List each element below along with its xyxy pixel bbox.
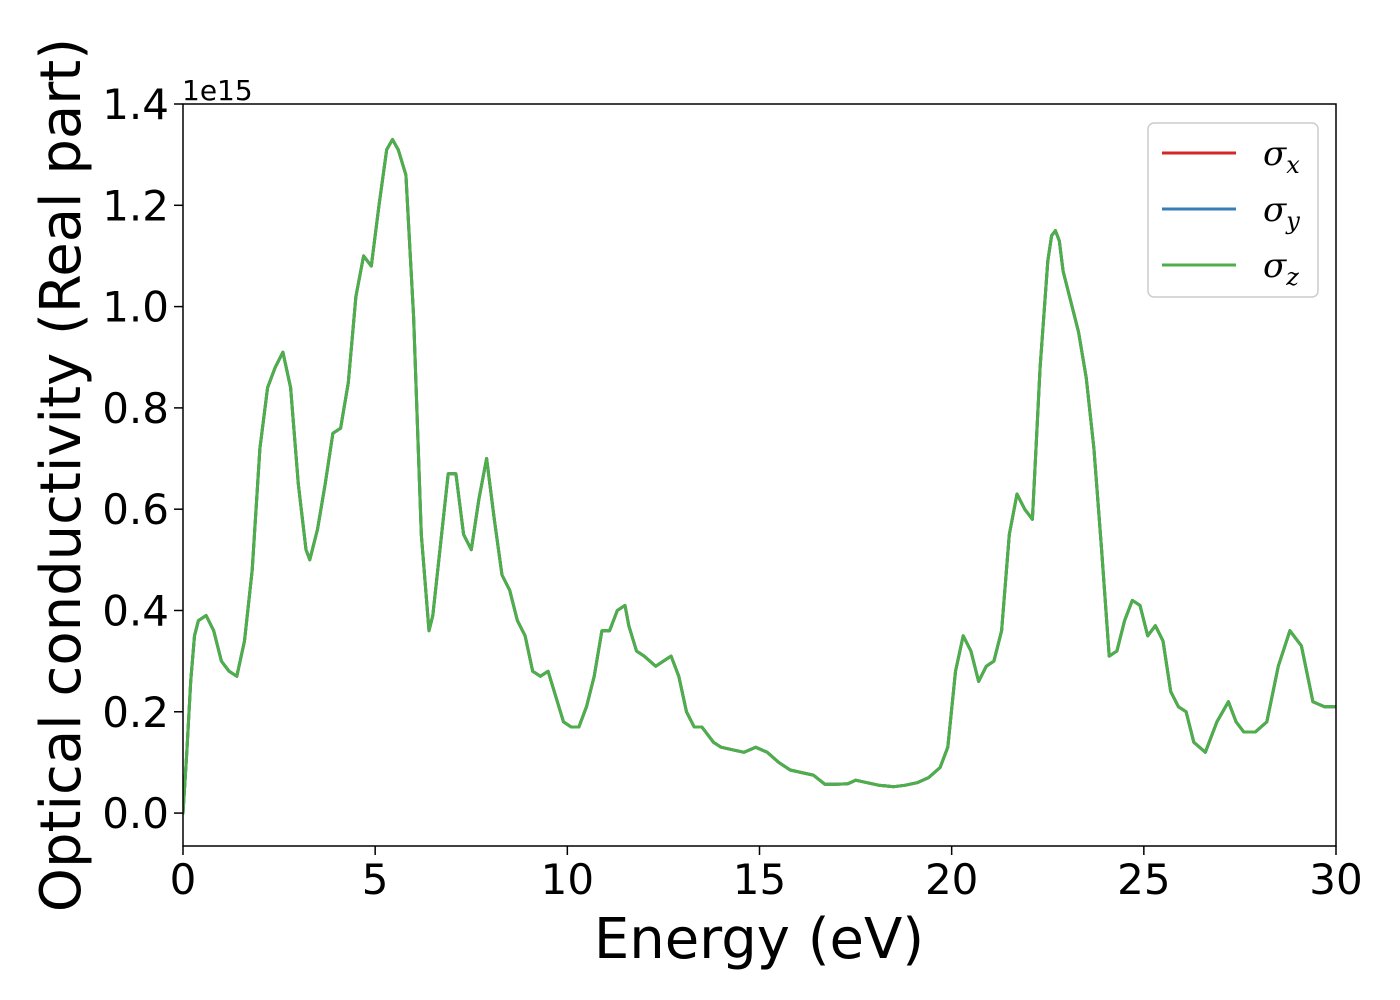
legend-entry: σx	[1263, 134, 1300, 179]
legend-subscript: y	[1285, 207, 1300, 235]
y-tick-label: 0.4	[102, 586, 169, 635]
y-tick-label: 1.0	[102, 283, 169, 332]
x-tick-label: 5	[362, 855, 389, 904]
series-layer	[183, 138, 1336, 815]
y-axis: 0.0 0.2 0.4 0.6 0.8 1.0 1.2 1.4	[102, 80, 183, 838]
legend-symbol: σ	[1263, 134, 1287, 174]
y-tick-label: 0.6	[102, 485, 169, 534]
x-tick-label: 20	[925, 855, 978, 904]
x-tick-label: 25	[1117, 855, 1170, 904]
x-tick-label: 0	[170, 855, 197, 904]
legend-subscript: x	[1286, 151, 1300, 179]
x-axis-label: Energy (eV)	[594, 907, 924, 972]
x-axis: 0 5 10 15 20 25 30	[170, 846, 1363, 904]
y-tick-label: 0.2	[102, 688, 169, 737]
legend-symbol: σ	[1263, 246, 1287, 286]
y-tick-label: 1.2	[102, 181, 169, 230]
x-tick-label: 10	[541, 855, 594, 904]
y-tick-label: 1.4	[102, 80, 169, 129]
legend-entry: σz	[1263, 246, 1299, 291]
y-tick-label: 0.0	[102, 789, 169, 838]
x-tick-label: 15	[733, 855, 786, 904]
y-axis-label: Optical conductivity (Real part)	[29, 38, 94, 912]
legend-entry: σy	[1263, 190, 1300, 235]
y-tick-label: 0.8	[102, 384, 169, 433]
legend-symbol: σ	[1263, 190, 1287, 230]
series-line-σz	[183, 138, 1336, 815]
x-tick-label: 30	[1309, 855, 1362, 904]
legend-subscript: z	[1285, 263, 1299, 291]
y-offset-label: 1e15	[182, 74, 253, 107]
